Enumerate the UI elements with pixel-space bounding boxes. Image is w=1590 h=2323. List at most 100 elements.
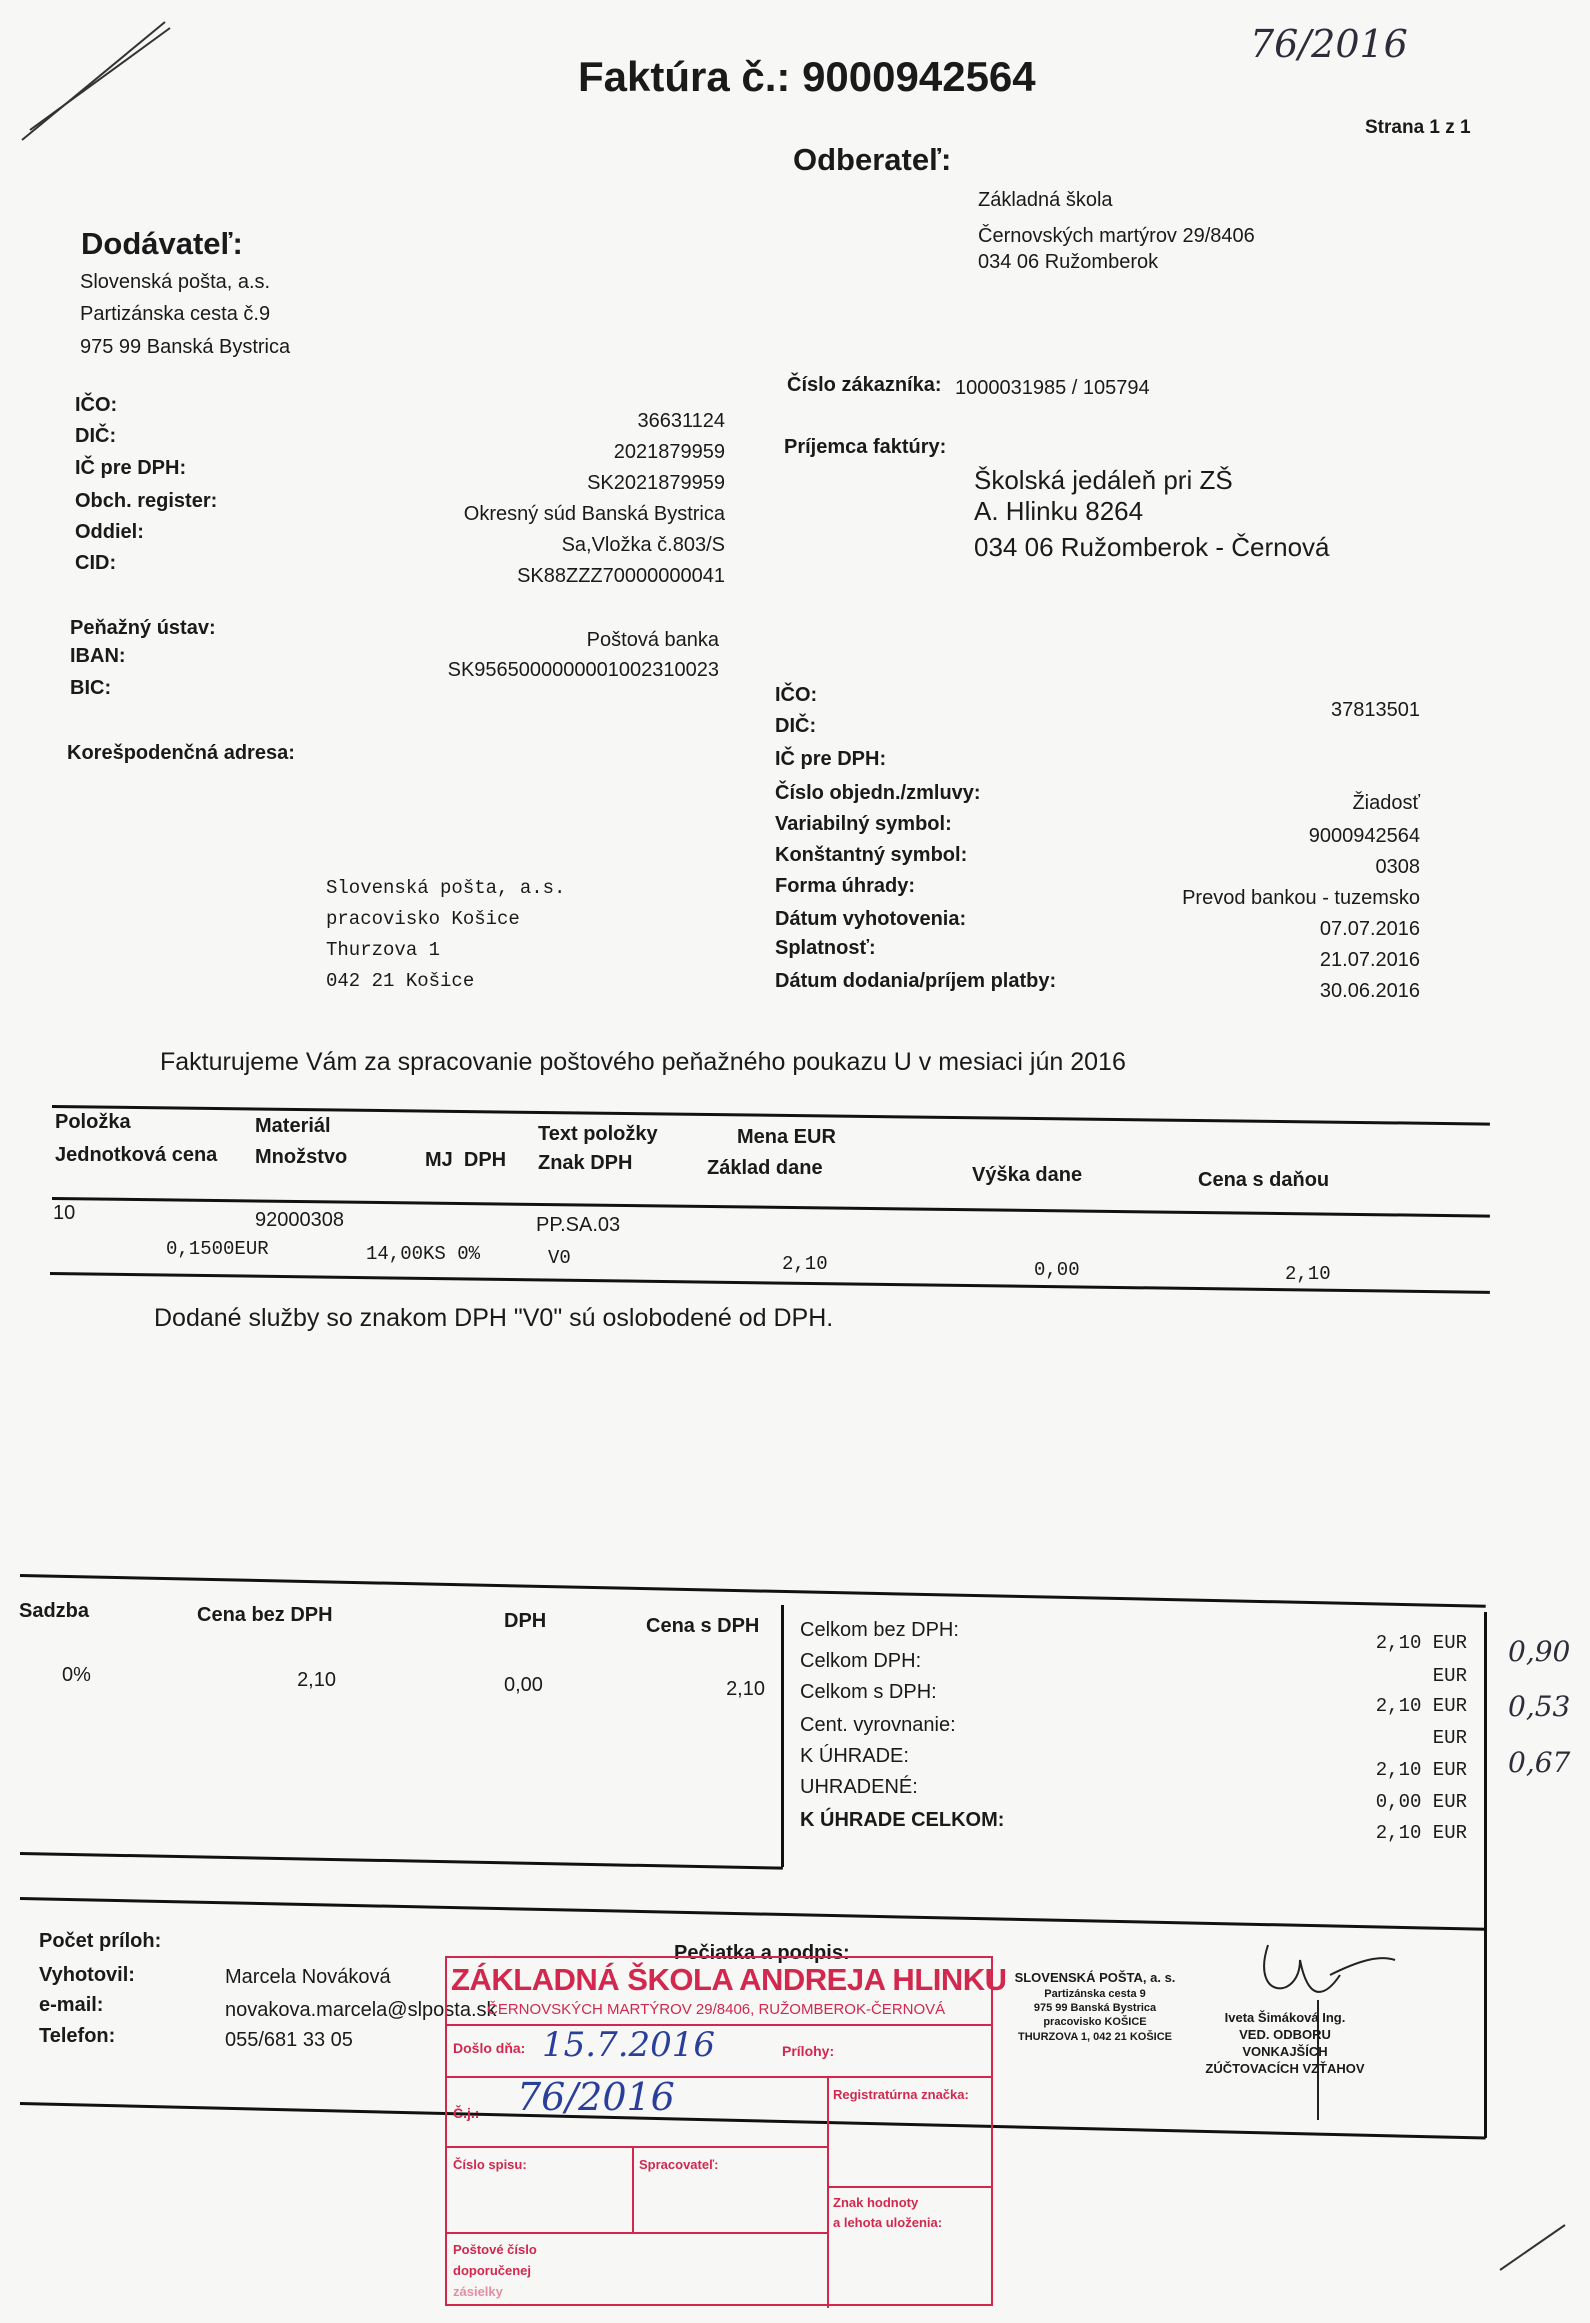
processor-label: Spracovateľ: bbox=[639, 2157, 719, 2172]
customer-field-label: Dátum dodania/príjem platby: bbox=[775, 970, 1057, 992]
cell-unit-price: 0,1500EUR bbox=[166, 1238, 269, 1260]
bank-label: IBAN: bbox=[70, 645, 126, 667]
supplier-field-value: SK88ZZZ70000000041 bbox=[517, 565, 725, 587]
stamp-rule bbox=[827, 2076, 829, 2308]
total-label: Celkom s DPH: bbox=[800, 1681, 937, 1703]
signatory-name: Iveta Šimáková Ing. bbox=[1224, 2010, 1346, 2025]
customer-line: Černovských martýrov 29/8406 bbox=[978, 225, 1255, 247]
col-header-vat-code: Znak DPH bbox=[538, 1152, 633, 1174]
stamp-sign-label: Pečiatka a podpis: bbox=[674, 1942, 850, 1964]
receipt-stamp: ZÁKLADNÁ ŠKOLA ANDREJA HLINKU ČERNOVSKÝC… bbox=[445, 1956, 1007, 2308]
cell-vat-code: V0 bbox=[548, 1247, 571, 1269]
col-header-currency: Mena EUR bbox=[737, 1126, 836, 1148]
customer-field-value: Žiadosť bbox=[1352, 792, 1420, 814]
received-label: Došlo dňa: bbox=[453, 2040, 526, 2056]
registry-label: Registratúrna značka: bbox=[833, 2087, 969, 2102]
pen-stroke bbox=[21, 21, 166, 141]
signatory-title: ZÚČTOVACÍCH VZŤAHOV bbox=[1205, 2060, 1365, 2076]
invoice-title: Faktúra č.: 9000942564 bbox=[578, 53, 1036, 100]
recipient-label: Príjemca faktúry: bbox=[784, 436, 947, 458]
correspondence-line: Thurzova 1 bbox=[326, 939, 441, 961]
customer-line: 034 06 Ružomberok bbox=[978, 251, 1159, 273]
supplier-field-value: Sa,Vložka č.803/S bbox=[561, 534, 725, 556]
recipient-line: 034 06 Ružomberok - Černová bbox=[974, 532, 1330, 562]
total-label: Celkom bez DPH: bbox=[800, 1619, 959, 1641]
signatory-block: Iveta Šimáková Ing. VED. ODBORU VONKAJŠÍ… bbox=[1195, 2010, 1375, 2078]
post-stamp-line: THURZOVA 1, 042 21 KOŠICE bbox=[1017, 2030, 1173, 2043]
invoice-intro: Fakturujeme Vám za spracovanie poštového… bbox=[160, 1048, 1126, 1076]
post-stamp-line: SLOVENSKÁ POŠTA, a. s. bbox=[1014, 1970, 1176, 1985]
signature bbox=[1263, 1944, 1396, 2120]
col-header-tax-amount: Výška dane bbox=[972, 1164, 1083, 1186]
customer-field-value: 9000942564 bbox=[1308, 825, 1420, 847]
col-header-tax-base: Základ dane bbox=[707, 1157, 823, 1179]
correspondence-line: Slovenská pošta, a.s. bbox=[326, 877, 566, 899]
customer-heading: Odberateľ: bbox=[793, 142, 952, 177]
pen-stroke bbox=[1499, 2224, 1566, 2271]
col-header-item: Položka bbox=[55, 1111, 131, 1133]
correspondence-line: 042 21 Košice bbox=[326, 970, 475, 992]
bank-label: Peňažný ústav: bbox=[70, 617, 216, 639]
customer-no: 1000031985 / 105794 bbox=[955, 377, 1150, 399]
stamp-school: ZÁKLADNÁ ŠKOLA ANDREJA HLINKU bbox=[451, 1962, 1007, 1997]
col-header-quantity: Množstvo bbox=[255, 1146, 348, 1168]
received-date: 15.7.2016 bbox=[542, 2025, 716, 2065]
total-value: EUR bbox=[1432, 1665, 1467, 1687]
page-number: Strana 1 z 1 bbox=[1365, 117, 1471, 138]
ref-number: 76/2016 bbox=[517, 2075, 675, 2119]
total-value: 0,00 EUR bbox=[1375, 1791, 1467, 1813]
customer-field-value: 07.07.2016 bbox=[1319, 918, 1420, 940]
created-by-label: Vyhotovil: bbox=[39, 1964, 135, 1986]
supplier-field-value: Okresný súd Banská Bystrica bbox=[463, 503, 725, 525]
supplier-line: Slovenská pošta, a.s. bbox=[80, 271, 271, 293]
recipient-line: Školská jedáleň pri ZŠ bbox=[974, 465, 1233, 495]
customer-field-label: Číslo objedn./zmluvy: bbox=[775, 782, 981, 804]
col-header-text: Text položky bbox=[538, 1123, 658, 1145]
vat-col-header: Cena bez DPH bbox=[197, 1604, 333, 1626]
col-header-unit-price: Jednotková cena bbox=[55, 1144, 218, 1166]
customer-field-label: Dátum vyhotovenia: bbox=[775, 908, 967, 930]
customer-field-value: 21.07.2016 bbox=[1319, 949, 1420, 971]
signatory-title: VED. ODBORU VONKAJŠÍCH bbox=[1239, 2026, 1331, 2059]
cell-item: 10 bbox=[53, 1202, 76, 1224]
supplier-field-label: Oddiel: bbox=[75, 521, 144, 543]
ref-label: Č.j.: bbox=[453, 2105, 480, 2121]
stamp-rule bbox=[632, 2146, 634, 2232]
created-by: Marcela Nováková bbox=[225, 1966, 391, 1988]
customer-field-label: Konštantný symbol: bbox=[775, 844, 968, 866]
vat-rate: 0% bbox=[62, 1664, 91, 1686]
post-stamp-line: pracovisko KOŠICE bbox=[1043, 2016, 1147, 2029]
supplier-field-value: SK2021879959 bbox=[587, 472, 725, 494]
supplier-line: 975 99 Banská Bystrica bbox=[80, 336, 291, 358]
cell-tax-base: 2,10 bbox=[782, 1253, 828, 1275]
bank-label: BIC: bbox=[70, 677, 112, 699]
email-label: e-mail: bbox=[39, 1994, 104, 2016]
attachments-label: Počet príloh: bbox=[39, 1930, 162, 1952]
handwritten-ref: 76/2016 bbox=[1250, 22, 1408, 66]
supplier-field-label: IČ pre DPH: bbox=[75, 457, 187, 479]
total-value: 2,10 EUR bbox=[1375, 1632, 1467, 1654]
attachments-stamp-label: Prílohy: bbox=[782, 2043, 835, 2059]
supplier-field-value: 2021879959 bbox=[613, 441, 725, 463]
correspondence-label: Korešpodenčná adresa: bbox=[67, 742, 295, 764]
customer-field-label: Splatnosť: bbox=[775, 937, 876, 959]
stamp-address: ČERNOVSKÝCH MARTÝROV 29/8406, RUŽOMBEROK… bbox=[487, 2001, 946, 2018]
supplier-field-label: CID: bbox=[75, 552, 117, 574]
col-header-total: Cena s daňou bbox=[1198, 1169, 1330, 1191]
supplier-line: Partizánska cesta č.9 bbox=[80, 303, 271, 325]
vat-col-header: DPH bbox=[504, 1610, 547, 1632]
supplier-heading: Dodávateľ: bbox=[81, 226, 243, 261]
col-header-unit-vat: MJ DPH bbox=[425, 1149, 507, 1171]
recipient-line: A. Hlinku 8264 bbox=[974, 496, 1144, 526]
totals-box-border bbox=[1484, 1612, 1487, 2138]
customer-field-value: 0308 bbox=[1375, 856, 1421, 878]
value-label: a lehota uloženia: bbox=[833, 2215, 943, 2230]
phone-label: Telefon: bbox=[39, 2025, 116, 2047]
supplier-field-label: IČO: bbox=[75, 394, 118, 416]
cell-quantity: 14,00KS 0% bbox=[366, 1243, 481, 1265]
total-value: 2,10 EUR bbox=[1375, 1822, 1467, 1844]
customer-field-label: Forma úhrady: bbox=[775, 875, 916, 897]
bank-value: SK9565000000001002310023 bbox=[447, 659, 719, 681]
post-stamp-line: 975 99 Banská Bystrica bbox=[1033, 2002, 1157, 2015]
